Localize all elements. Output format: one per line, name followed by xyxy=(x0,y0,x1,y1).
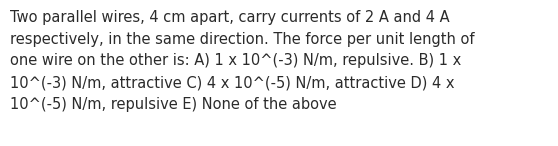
Text: Two parallel wires, 4 cm apart, carry currents of 2 A and 4 A
respectively, in t: Two parallel wires, 4 cm apart, carry cu… xyxy=(10,10,474,112)
